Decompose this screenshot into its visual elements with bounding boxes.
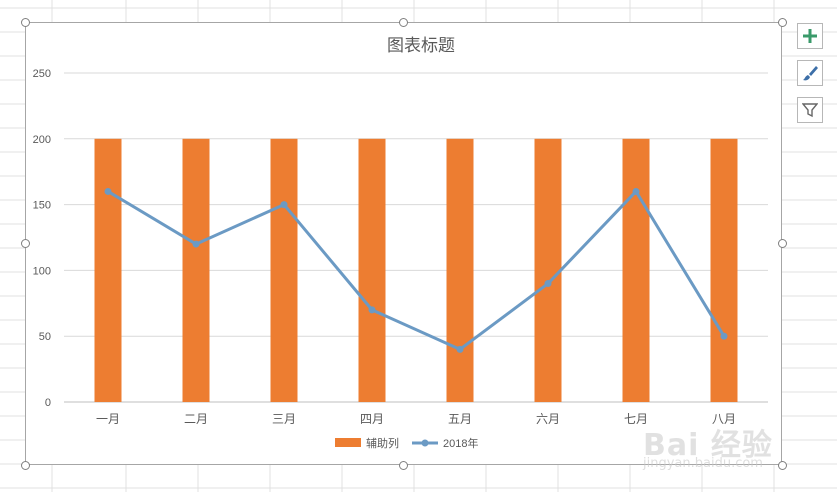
line-point[interactable] — [720, 332, 728, 340]
bar-辅助列[interactable] — [182, 138, 210, 403]
x-tick-label: 一月 — [96, 412, 120, 426]
chart-styles-button[interactable] — [797, 60, 823, 86]
chart-filters-button[interactable] — [797, 97, 823, 123]
bar-辅助列[interactable] — [94, 138, 122, 403]
legend-label: 辅助列 — [366, 436, 399, 450]
resize-handle-middle-right[interactable] — [778, 239, 787, 248]
chart-title[interactable]: 图表标题 — [387, 36, 455, 55]
bar-辅助列[interactable] — [622, 138, 650, 403]
y-tick-label: 150 — [33, 200, 51, 212]
resize-handle-bottom-right[interactable] — [778, 461, 787, 470]
line-point[interactable] — [632, 187, 640, 195]
y-tick-label: 200 — [33, 134, 51, 146]
bar-辅助列[interactable] — [534, 138, 562, 403]
line-point[interactable] — [368, 306, 376, 314]
legend-label: 2018年 — [443, 436, 478, 450]
bar-辅助列[interactable] — [446, 138, 474, 403]
plus-icon — [803, 29, 817, 43]
x-tick-label: 三月 — [272, 412, 296, 426]
x-tick-label: 六月 — [536, 412, 560, 426]
line-point[interactable] — [104, 187, 112, 195]
line-point[interactable] — [280, 201, 288, 209]
resize-handle-top-left[interactable] — [21, 18, 30, 27]
x-tick-label: 八月 — [712, 412, 736, 426]
resize-handle-middle-left[interactable] — [21, 239, 30, 248]
legend-swatch-bar — [335, 438, 361, 447]
brush-icon — [803, 66, 818, 81]
x-tick-label: 五月 — [448, 412, 472, 426]
line-point[interactable] — [544, 280, 552, 288]
chart-elements-button[interactable] — [797, 23, 823, 49]
chart-legend[interactable]: 辅助列 2018年 — [335, 436, 478, 450]
filter-icon — [802, 103, 818, 118]
x-tick-label: 四月 — [360, 412, 384, 426]
chart-area[interactable]: 图表标题 0 50 100 150 200 250 一月 二月 三月 四月 五月 六月 七月 八月辅助列 20… — [25, 22, 782, 465]
resize-handle-top-center[interactable] — [399, 18, 408, 27]
resize-handle-bottom-left[interactable] — [21, 461, 30, 470]
bar-辅助列[interactable] — [270, 138, 298, 403]
bar-辅助列[interactable] — [358, 138, 386, 403]
x-tick-label: 二月 — [184, 412, 208, 426]
y-tick-label: 50 — [39, 331, 51, 343]
line-point[interactable] — [456, 345, 464, 353]
line-2018年[interactable] — [107, 189, 726, 351]
x-tick-label: 七月 — [624, 412, 648, 426]
resize-handle-top-right[interactable] — [778, 18, 787, 27]
y-tick-label: 100 — [33, 265, 51, 277]
y-tick-label: 250 — [33, 68, 51, 80]
resize-handle-bottom-center[interactable] — [399, 461, 408, 470]
line-point[interactable] — [192, 240, 200, 248]
bar-辅助列[interactable] — [710, 138, 738, 403]
y-tick-label: 0 — [45, 397, 51, 409]
legend-swatch-marker — [421, 439, 429, 447]
